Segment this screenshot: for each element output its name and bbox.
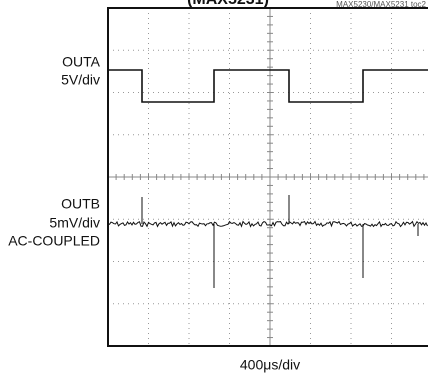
channel-name: OUTA [62, 54, 101, 70]
title: (MAX5231) [187, 0, 269, 8]
trace-b-spikes [141, 195, 419, 288]
graticule [107, 7, 428, 347]
trace-a [108, 69, 428, 103]
screen-border [107, 7, 428, 347]
channel-coupling: AC-COUPLED [8, 233, 100, 249]
channel-scale: 5V/div [61, 72, 100, 88]
channel-scale: 5mV/div [49, 215, 100, 231]
figure-id: MAX5230/MAX5231 toc2 [336, 0, 426, 9]
channel-name: OUTB [61, 196, 100, 212]
time-scale: 400μs/div [240, 357, 300, 373]
trace-b [107, 220, 428, 228]
